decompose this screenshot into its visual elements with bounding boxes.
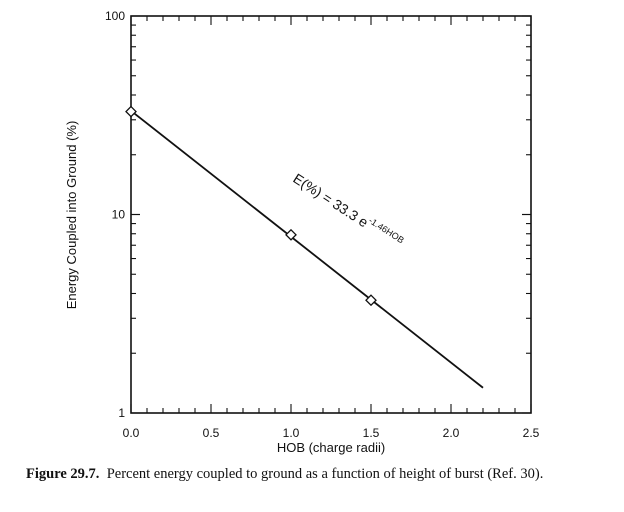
caption-label: Figure 29.7. <box>26 466 100 482</box>
y-tick-label: 10 <box>112 208 126 222</box>
x-tick-label: 0.0 <box>123 426 140 440</box>
x-tick-label: 0.5 <box>203 426 220 440</box>
fit-line <box>130 110 484 389</box>
figure-caption: Figure 29.7. Percent energy coupled to g… <box>26 466 606 483</box>
fit-equation: E(%) = 33.3 e-1.46HOB <box>290 168 406 252</box>
equation-main: E(%) = 33.3 e <box>290 170 371 230</box>
x-tick-label: 2.0 <box>443 426 460 440</box>
x-tick-label: 2.5 <box>523 426 540 440</box>
data-point-diamond <box>285 228 297 241</box>
x-tick-label: 1.5 <box>363 426 380 440</box>
x-tick-label: 1.0 <box>283 426 300 440</box>
x-axis-label: HOB (charge radii) <box>277 440 385 455</box>
caption-text: Percent energy coupled to ground as a fu… <box>106 466 544 482</box>
y-tick-label: 100 <box>105 9 125 23</box>
y-axis-label: Energy Coupled into Ground (%) <box>64 121 79 310</box>
data-point-diamond <box>365 294 377 307</box>
equation-exponent: -1.46HOB <box>367 215 406 245</box>
series-group <box>125 105 484 389</box>
y-tick-label: 1 <box>118 406 125 420</box>
data-point-diamond <box>125 105 137 118</box>
plot-frame-group <box>130 15 532 414</box>
chart: 0.0 0.5 1.0 1.5 2.0 2.5 1 10 100 HOB (charge rad… <box>64 9 540 455</box>
tick-label-group: 0.0 0.5 1.0 1.5 2.0 2.5 1 10 100 <box>105 9 540 440</box>
plot-frame <box>130 15 532 414</box>
tick-group <box>130 15 532 414</box>
